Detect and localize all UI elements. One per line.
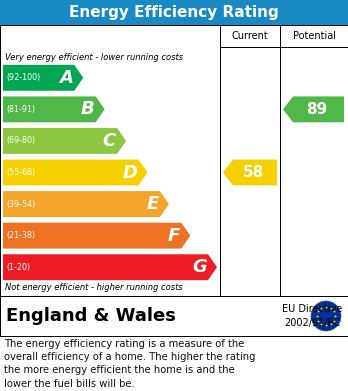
- Text: (92-100): (92-100): [6, 73, 40, 82]
- Text: (81-91): (81-91): [6, 105, 35, 114]
- Text: Very energy efficient - lower running costs: Very energy efficient - lower running co…: [5, 52, 183, 61]
- Polygon shape: [223, 160, 277, 185]
- Text: Current: Current: [232, 31, 268, 41]
- Text: F: F: [168, 227, 180, 245]
- Text: 89: 89: [306, 102, 327, 117]
- Text: (55-68): (55-68): [6, 168, 35, 177]
- Text: D: D: [122, 163, 137, 181]
- Polygon shape: [3, 97, 105, 122]
- Text: Potential: Potential: [293, 31, 335, 41]
- Text: EU Directive
2002/91/EC: EU Directive 2002/91/EC: [282, 305, 342, 328]
- Polygon shape: [3, 254, 217, 280]
- Text: A: A: [60, 69, 73, 87]
- Polygon shape: [283, 97, 344, 122]
- Text: The energy efficiency rating is a measure of the
overall efficiency of a home. T: The energy efficiency rating is a measur…: [4, 339, 255, 389]
- Text: E: E: [147, 195, 159, 213]
- Circle shape: [311, 301, 341, 331]
- Text: G: G: [192, 258, 207, 276]
- Text: Energy Efficiency Rating: Energy Efficiency Rating: [69, 5, 279, 20]
- Bar: [0, 25, 348, 296]
- Text: England & Wales: England & Wales: [6, 307, 176, 325]
- Text: 58: 58: [242, 165, 264, 180]
- Bar: [0, 0, 348, 25]
- Text: (39-54): (39-54): [6, 199, 35, 208]
- Text: (1-20): (1-20): [6, 263, 30, 272]
- Polygon shape: [3, 223, 190, 249]
- Text: (69-80): (69-80): [6, 136, 35, 145]
- Polygon shape: [3, 191, 169, 217]
- Polygon shape: [3, 65, 83, 91]
- Text: (21-38): (21-38): [6, 231, 35, 240]
- Polygon shape: [3, 160, 148, 185]
- Polygon shape: [3, 128, 126, 154]
- Text: Not energy efficient - higher running costs: Not energy efficient - higher running co…: [5, 283, 183, 292]
- Bar: [0, 296, 348, 336]
- Text: B: B: [81, 100, 95, 118]
- Text: C: C: [103, 132, 116, 150]
